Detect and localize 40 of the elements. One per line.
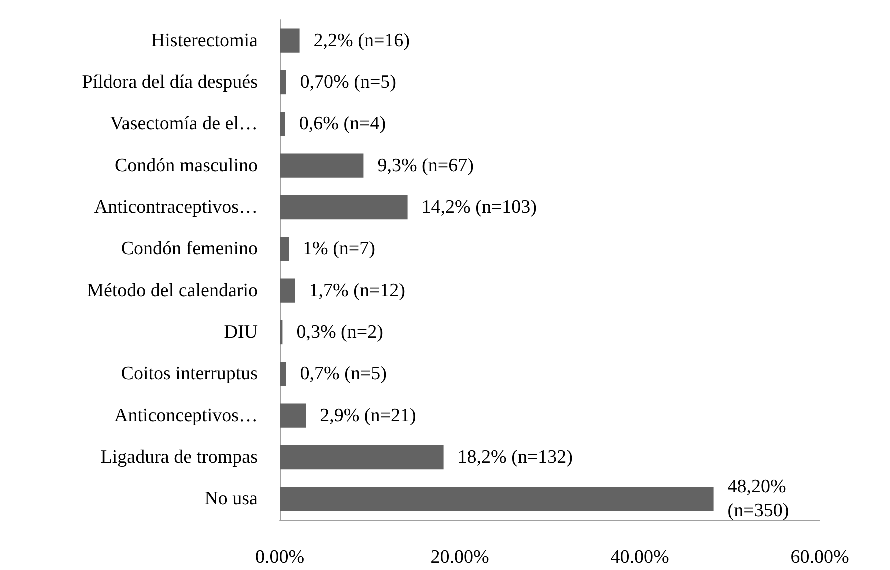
bar bbox=[280, 237, 289, 262]
data-label: 0,7% (n=5) bbox=[300, 364, 388, 385]
data-label: 18,2% (n=132) bbox=[458, 447, 574, 468]
data-label: 1% (n=7) bbox=[303, 238, 376, 260]
x-tick-label: 60.00% bbox=[790, 547, 850, 568]
data-label: 1,7% (n=12) bbox=[309, 280, 406, 302]
y-tick-label: Coitos interruptus bbox=[121, 364, 258, 385]
x-tick-label: 0.00% bbox=[255, 547, 305, 568]
bar bbox=[280, 70, 286, 95]
y-tick-label: Histerectomia bbox=[151, 30, 259, 52]
bar bbox=[280, 154, 364, 178]
bar bbox=[280, 112, 286, 136]
bar bbox=[280, 320, 283, 345]
data-label: 2,2% (n=16) bbox=[314, 30, 410, 52]
bar bbox=[280, 404, 306, 428]
y-tick-label: Anticonceptivos… bbox=[114, 405, 258, 426]
y-tick-label: Condón masculino bbox=[114, 155, 258, 176]
data-label: 14,2% (n=103) bbox=[422, 197, 538, 218]
y-tick-label: Píldora del día después bbox=[82, 72, 258, 93]
y-tick-label: Método del calendario bbox=[87, 280, 258, 302]
bar bbox=[280, 487, 714, 512]
x-tick-label: 20.00% bbox=[430, 547, 490, 568]
y-tick-label: Vasectomía de el… bbox=[110, 114, 258, 135]
y-tick-label: No usa bbox=[204, 488, 259, 510]
data-label: 2,9% (n=21) bbox=[320, 405, 416, 426]
bar bbox=[280, 362, 286, 386]
y-tick-label: DIU bbox=[224, 322, 258, 343]
bar bbox=[280, 195, 408, 220]
bar bbox=[280, 28, 300, 53]
data-label: 9,3% (n=67) bbox=[378, 155, 474, 176]
data-label: 0,6% (n=4) bbox=[299, 114, 386, 135]
data-label: 0,3% (n=2) bbox=[296, 322, 384, 343]
bar bbox=[280, 278, 296, 303]
y-tick-label: Ligadura de trompas bbox=[100, 447, 258, 468]
y-tick-label: Condón femenino bbox=[121, 238, 258, 260]
x-tick-label: 40.00% bbox=[610, 547, 670, 568]
bar bbox=[280, 445, 444, 470]
data-label: 48,20% (n=350) bbox=[728, 476, 792, 522]
y-tick-label: Anticontraceptivos… bbox=[94, 197, 258, 218]
data-label: 0,70% (n=5) bbox=[300, 72, 397, 93]
